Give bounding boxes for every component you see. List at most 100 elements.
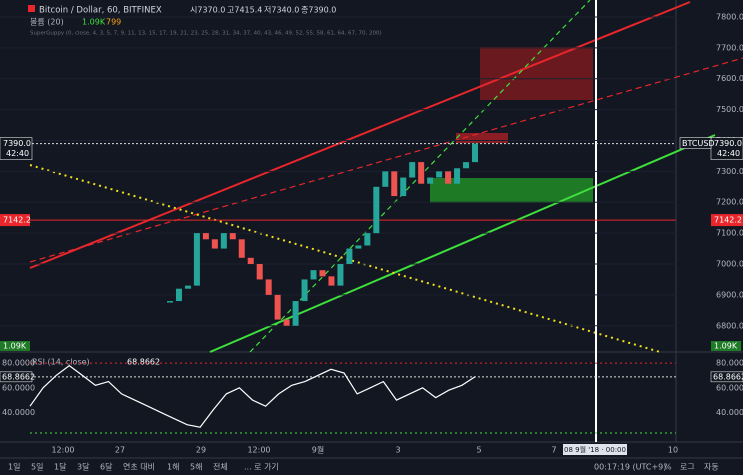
candle bbox=[265, 279, 272, 295]
range-button[interactable]: 5일 bbox=[31, 463, 43, 472]
time-label: 27 bbox=[115, 446, 125, 455]
range-button[interactable]: 1해 bbox=[167, 462, 179, 472]
price-tick-label: 7700.0 bbox=[716, 43, 743, 52]
volume-label: 볼륨 (20) bbox=[30, 17, 64, 27]
price-tick-label: 7300.0 bbox=[716, 167, 743, 176]
price-tick-label: 7200.0 bbox=[716, 198, 743, 207]
candle bbox=[364, 233, 371, 246]
rsi-tick-label-left: 40.0000 bbox=[2, 408, 35, 417]
rsi-last-label: 68.8662 bbox=[2, 372, 35, 381]
volume-tag-left: 1.09K bbox=[3, 342, 27, 351]
volume-tag bbox=[0, 341, 30, 351]
candle bbox=[409, 162, 416, 178]
candle bbox=[328, 276, 335, 286]
cursor-time: 08 9월 '18 · 00:00 bbox=[564, 445, 626, 454]
time-label: 12:00 bbox=[247, 446, 270, 455]
rsi-last-tag bbox=[710, 371, 743, 383]
candle bbox=[167, 301, 173, 303]
trend-line bbox=[29, 164, 661, 353]
rsi-tick-label: 80.0000 bbox=[716, 359, 743, 368]
price-tick-label: 7600.0 bbox=[716, 74, 743, 83]
ohlc-value: 종7390.0 bbox=[301, 6, 336, 15]
time-label: 29 bbox=[196, 446, 206, 455]
range-button[interactable]: 3달 bbox=[77, 463, 90, 472]
candle bbox=[445, 171, 452, 184]
candle bbox=[247, 257, 254, 264]
indicator-label: SuperGuppy (0, close, 4, 3, 5, 7, 9, 11,… bbox=[30, 31, 382, 37]
candle bbox=[427, 177, 434, 184]
candle bbox=[175, 288, 182, 302]
scale-option[interactable]: 자동 bbox=[704, 463, 719, 472]
range-button[interactable]: 6달 bbox=[100, 463, 113, 472]
ohlc-value: 고7415.4 bbox=[227, 6, 262, 15]
level-tag-left: 7142.2 bbox=[3, 216, 31, 225]
scale-option[interactable]: 로그 bbox=[680, 463, 695, 472]
symbol-tag bbox=[679, 137, 712, 149]
candle bbox=[274, 294, 281, 320]
rsi-last-label: 68.8662 bbox=[713, 372, 743, 381]
range-button[interactable]: 5해 bbox=[190, 462, 202, 472]
clock: 00:17:19 (UTC+9) bbox=[594, 463, 666, 472]
countdown: 42:40 bbox=[6, 149, 29, 158]
candle bbox=[319, 270, 326, 277]
price-tick-label: 7500.0 bbox=[716, 105, 743, 114]
price-tick-label: 7800.0 bbox=[716, 12, 743, 21]
time-label: 12:00 bbox=[51, 446, 74, 455]
volume-value: 1.09K bbox=[82, 18, 106, 27]
volume-ma: 799 bbox=[106, 18, 121, 27]
ohlc-value: 시7370.0 bbox=[190, 6, 225, 15]
candle bbox=[229, 233, 236, 240]
candle bbox=[310, 270, 317, 280]
candle bbox=[301, 279, 308, 302]
candle bbox=[355, 245, 362, 249]
candle bbox=[346, 248, 353, 264]
countdown: 42:40 bbox=[717, 149, 740, 158]
candle bbox=[193, 233, 200, 286]
symbol-title[interactable]: Bitcoin / Dollar, 60, BITFINEX bbox=[39, 6, 162, 16]
rsi-value: 68.8662 bbox=[127, 358, 160, 367]
candle bbox=[292, 301, 299, 326]
range-button[interactable]: 1달 bbox=[54, 463, 67, 472]
candle bbox=[283, 319, 290, 326]
level-tag-right: 7142.2 bbox=[714, 216, 742, 225]
candle bbox=[238, 239, 245, 258]
candle bbox=[418, 162, 425, 184]
time-label: 5 bbox=[476, 446, 481, 455]
candle bbox=[400, 177, 407, 197]
time-label: 9월 bbox=[312, 445, 324, 455]
scale-option[interactable]: % bbox=[664, 463, 672, 472]
candle bbox=[256, 264, 263, 280]
rsi-tick-label-left: 80.0000 bbox=[2, 359, 35, 368]
ohlc-value: 저7340.0 bbox=[264, 6, 299, 15]
symbol-icon bbox=[28, 5, 35, 12]
candle bbox=[220, 233, 227, 249]
rsi-tick-label: 40.0000 bbox=[716, 408, 743, 417]
candle bbox=[391, 171, 398, 197]
rsi-tick-label: 60.0000 bbox=[716, 383, 743, 392]
range-button[interactable]: 1일 bbox=[8, 463, 20, 472]
last-price-tag bbox=[0, 137, 33, 160]
resistance-box bbox=[456, 133, 508, 143]
candle bbox=[382, 171, 389, 187]
time-label: 10 bbox=[668, 446, 678, 455]
price-tick-label: 7100.0 bbox=[716, 229, 743, 238]
cursor-tag bbox=[563, 444, 627, 455]
level-tag bbox=[0, 214, 30, 227]
price-tick-label: 6800.0 bbox=[716, 321, 743, 330]
time-label: 7 bbox=[551, 446, 556, 455]
price-tick-label: 6900.0 bbox=[716, 290, 743, 299]
candle bbox=[436, 171, 443, 178]
trend-line bbox=[29, 57, 743, 263]
price-tick-label: 7000.0 bbox=[716, 260, 743, 269]
rsi-line bbox=[29, 364, 476, 428]
last-price-right: 7390.0 bbox=[714, 139, 742, 148]
volume-tag-right: 1.09K bbox=[714, 342, 738, 351]
symbol-tag-text: BTCUSD bbox=[682, 139, 715, 148]
rsi-tick-label-left: 60.0000 bbox=[2, 383, 35, 392]
candle bbox=[463, 162, 470, 169]
range-button[interactable]: 연초 대비 bbox=[123, 463, 155, 472]
range-button[interactable]: 전체 bbox=[213, 462, 228, 472]
goto-button[interactable]: ... 로 가기 bbox=[244, 463, 279, 472]
